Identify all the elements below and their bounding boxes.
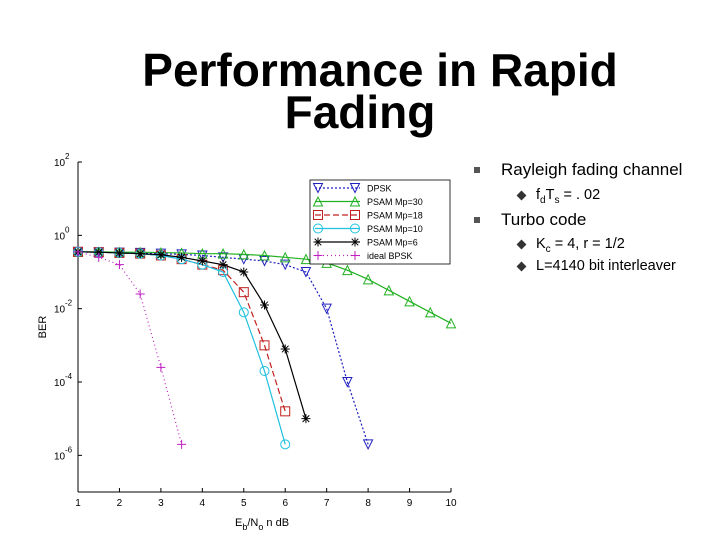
square-bullet-icon (474, 217, 480, 223)
marker-triangle-down (321, 303, 332, 315)
marker-triangle-down (349, 183, 361, 194)
marker-star (94, 247, 104, 257)
marker-triangle-down (312, 183, 324, 194)
legend-label: DPSK (367, 184, 392, 194)
marker-triangle-down (197, 250, 208, 262)
legend: DPSK PSAM Mp=30 PSAM Mp=18 PSAM Mp=10 PSAM M… (309, 179, 451, 265)
marker-triangle-down (217, 252, 229, 263)
x-axis-label: Eb/No n dB (235, 517, 289, 532)
y-tick-exponent: -4 (65, 372, 73, 381)
marker-plus (350, 251, 360, 260)
marker-square (350, 210, 360, 220)
marker-triangle-up (259, 249, 270, 261)
marker-star (218, 260, 228, 270)
marker-triangle-up (279, 251, 291, 263)
marker-square (313, 210, 323, 220)
marker-circle (313, 223, 323, 234)
marker-triangle-down (279, 259, 291, 271)
y-tick-label: 10 (54, 451, 66, 462)
marker-triangle-up (424, 306, 436, 318)
marker-square (259, 340, 270, 351)
y-tick-exponent: 2 (65, 152, 70, 161)
legend-label: PSAM Mp=6 (367, 238, 418, 248)
x-tick-label: 7 (324, 498, 330, 509)
diamond-bullet-icon (516, 239, 527, 250)
y-tick-label: 10 (54, 378, 66, 389)
x-tick-label: 1 (75, 498, 81, 509)
legend-label: ideal BPSK (367, 251, 413, 261)
marker-star (260, 300, 269, 310)
slide-title-line1: Performance in Rapid (142, 44, 618, 96)
marker-triangle-up (445, 317, 457, 329)
y-axis-label: BER (37, 316, 49, 339)
y-tick-label: 10 (54, 305, 66, 316)
marker-plus (156, 362, 166, 372)
marker-plus (177, 439, 187, 449)
marker-square (238, 287, 249, 298)
x-tick-label: 2 (117, 498, 123, 509)
marker-circle (238, 307, 249, 318)
marker-star (156, 250, 166, 260)
marker-circle (280, 439, 291, 450)
x-tick-label: 10 (445, 498, 457, 509)
marker-plus (94, 252, 104, 262)
legend-label: PSAM Mp=18 (367, 211, 423, 221)
marker-plus (73, 247, 83, 257)
bullet-text: Turbo code (501, 210, 587, 229)
y-tick-exponent: 0 (65, 225, 70, 234)
legend-box (309, 179, 451, 265)
marker-triangle-up (404, 295, 415, 307)
marker-plus (135, 289, 145, 299)
y-tick-exponent: -6 (65, 445, 73, 454)
diamond-bullet-icon (516, 261, 527, 272)
marker-triangle-down (342, 377, 353, 388)
marker-circle (350, 223, 360, 234)
y-tick-label: 10 (54, 158, 66, 169)
diamond-bullet-icon (516, 190, 527, 201)
marker-circle (259, 366, 270, 376)
legend-label: PSAM Mp=30 (367, 197, 423, 207)
series-line (77, 251, 183, 445)
x-tick-label: 9 (407, 498, 413, 509)
sub-bullet-text: L=4140 bit interleaver (536, 258, 676, 274)
slide-title-line2: Fading (284, 86, 436, 138)
marker-triangle-up (342, 264, 353, 276)
marker-triangle-down (300, 267, 312, 278)
marker-triangle-up (362, 273, 374, 285)
x-tick-label: 8 (365, 498, 371, 509)
marker-star (197, 256, 207, 266)
marker-star (114, 248, 124, 258)
marker-square (280, 406, 291, 417)
marker-plus (313, 251, 323, 260)
bullet-text: Rayleigh fading channel (501, 160, 683, 179)
marker-triangle-up (349, 195, 361, 207)
sub-bullet-text: fdTs = . 02 (536, 187, 601, 206)
x-tick-label: 3 (158, 498, 164, 509)
marker-star (177, 252, 187, 262)
y-tick-exponent: -2 (65, 299, 73, 308)
x-tick-label: 4 (200, 498, 206, 509)
marker-triangle-up (238, 248, 250, 260)
marker-star (280, 344, 290, 354)
series-ideal-bpsk (73, 247, 187, 449)
marker-star (301, 414, 311, 424)
marker-triangle-up (300, 253, 312, 265)
marker-plus (114, 260, 124, 270)
marker-triangle-up (217, 248, 229, 259)
y-tick-label: 10 (54, 231, 66, 242)
marker-triangle-down (362, 439, 374, 450)
marker-star (350, 237, 360, 247)
marker-triangle-down (259, 256, 270, 267)
square-bullet-icon (474, 167, 480, 173)
marker-star (239, 267, 249, 277)
legend-label: PSAM Mp=10 (367, 224, 423, 234)
marker-triangle-up (383, 284, 395, 296)
marker-triangle-up (312, 195, 324, 207)
x-tick-label: 5 (241, 498, 247, 509)
sub-bullet-text: Kc = 4, r = 1/2 (536, 236, 625, 255)
marker-star (135, 249, 145, 259)
x-tick-label: 6 (282, 498, 288, 509)
marker-star (313, 237, 323, 247)
